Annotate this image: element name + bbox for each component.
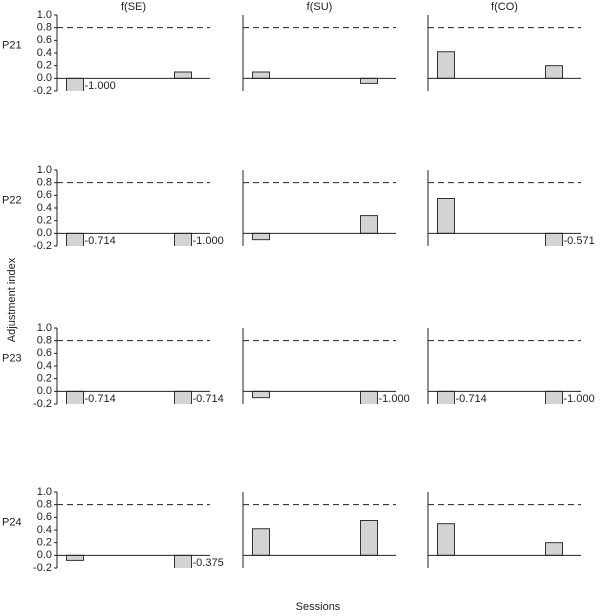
bar <box>545 65 563 79</box>
y-tick-label: 0.8 <box>37 499 52 511</box>
bar <box>66 390 84 404</box>
bar <box>252 71 270 79</box>
row-label: P23 <box>2 352 22 364</box>
panel: -0.20.00.20.40.60.81.0 -0.714 -0.714 <box>33 322 224 410</box>
bar <box>360 215 378 234</box>
y-tick-label: 0.4 <box>37 47 52 59</box>
bar <box>545 232 563 246</box>
y-tick-label: 1.0 <box>37 322 52 334</box>
y-tick-label: 0.2 <box>37 60 52 72</box>
y-tick-label: 0.6 <box>37 511 52 523</box>
column-title: f(CO) <box>491 1 518 13</box>
panel <box>242 170 396 246</box>
bar <box>437 198 455 234</box>
bar <box>437 51 455 79</box>
bar <box>174 390 192 404</box>
x-axis-label: Sessions <box>296 601 341 613</box>
panel: -0.20.00.20.40.60.81.0 -0.714 -1.000 <box>33 164 224 252</box>
y-tick-label: 0.0 <box>37 72 52 84</box>
y-tick-label: -0.2 <box>33 398 52 410</box>
value-label: -1.000 <box>564 393 595 405</box>
y-tick-label: -0.2 <box>33 85 52 97</box>
y-tick-label: 0.6 <box>37 34 52 46</box>
panel: -0.20.00.20.40.60.81.0 -0.375 <box>33 486 224 574</box>
value-label: -1.000 <box>193 235 224 247</box>
y-tick-label: 0.8 <box>37 22 52 34</box>
column-title: f(SE) <box>121 1 146 13</box>
column-title: f(SU) <box>307 1 333 13</box>
y-tick-label: 0.2 <box>37 215 52 227</box>
panel: -0.714 -1.000 <box>427 328 595 405</box>
bar <box>360 390 378 404</box>
value-label: -1.000 <box>379 393 410 405</box>
bar <box>252 232 270 241</box>
bar <box>360 77 378 84</box>
panel <box>427 15 581 91</box>
y-tick-label: 0.0 <box>37 227 52 239</box>
row-label: P24 <box>2 516 22 528</box>
panel: -0.571 <box>427 170 595 247</box>
bar <box>360 520 378 556</box>
bar <box>545 542 563 556</box>
bar <box>437 523 455 556</box>
bar <box>174 71 192 79</box>
y-tick-label: 1.0 <box>37 486 52 498</box>
bar <box>252 528 270 556</box>
y-tick-label: 1.0 <box>37 9 52 21</box>
y-tick-label: 0.2 <box>37 537 52 549</box>
bar <box>545 390 563 404</box>
panel <box>242 492 396 568</box>
y-tick-label: 0.6 <box>37 189 52 201</box>
y-tick-label: 1.0 <box>37 164 52 176</box>
y-tick-label: 0.8 <box>37 335 52 347</box>
y-tick-label: 0.6 <box>37 347 52 359</box>
y-tick-label: 0.0 <box>37 385 52 397</box>
value-label: -0.714 <box>85 393 116 405</box>
panel <box>427 492 581 568</box>
row-label: P22 <box>2 194 22 206</box>
value-label: -0.375 <box>193 557 224 569</box>
panel: -0.20.00.20.40.60.81.0 -1.000 <box>33 9 210 97</box>
bar <box>66 77 84 91</box>
panel: -1.000 <box>242 328 410 405</box>
value-label: -0.714 <box>193 393 224 405</box>
y-tick-label: 0.4 <box>37 360 52 372</box>
value-label: -0.714 <box>456 393 487 405</box>
row-label: P21 <box>2 39 22 51</box>
bar <box>437 390 455 404</box>
bar <box>174 232 192 246</box>
y-tick-label: -0.2 <box>33 562 52 574</box>
y-tick-label: 0.4 <box>37 524 52 536</box>
y-tick-label: -0.2 <box>33 240 52 252</box>
y-tick-label: 0.2 <box>37 373 52 385</box>
bar <box>66 232 84 246</box>
y-tick-label: 0.8 <box>37 177 52 189</box>
bar <box>66 554 84 561</box>
bar <box>252 390 270 399</box>
y-tick-label: 0.0 <box>37 549 52 561</box>
value-label: -0.714 <box>85 235 116 247</box>
bar <box>174 554 192 568</box>
y-tick-label: 0.4 <box>37 202 52 214</box>
y-axis-label: Adjustment index <box>6 257 18 342</box>
value-label: -0.571 <box>564 235 595 247</box>
value-label: -1.000 <box>85 80 116 92</box>
panel <box>242 15 396 91</box>
